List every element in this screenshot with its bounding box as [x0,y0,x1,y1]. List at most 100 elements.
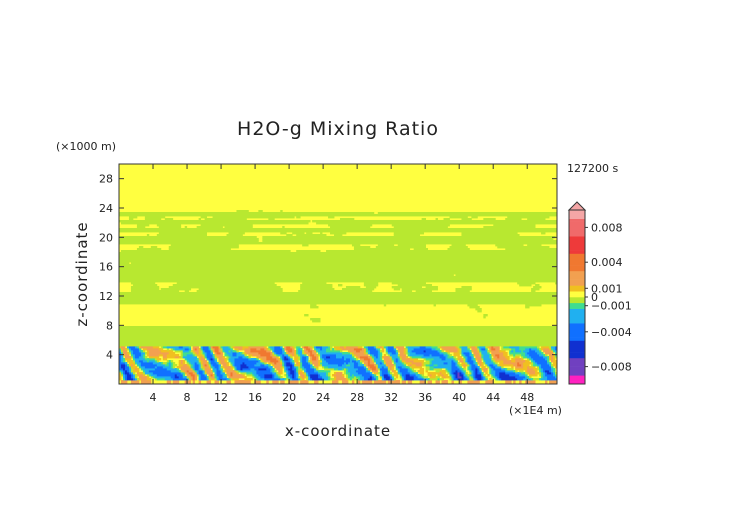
field-cell [363,366,367,369]
field-cell [222,364,227,367]
field-cell [220,366,223,369]
field-cell [517,362,520,365]
colorbar-segment [569,268,585,272]
field-cell [405,378,415,381]
field-cell [218,358,225,361]
field-cell [332,380,339,383]
field-cell [184,348,190,351]
field-cell [202,368,206,371]
x-tick-label: 44 [486,391,500,404]
field-cell [541,348,544,351]
field-cell [258,352,271,355]
field-cell [236,350,239,353]
field-cell [202,356,206,359]
field-cell [449,378,452,381]
field-cell [377,348,381,351]
field-cell [172,366,176,369]
field-cell [423,362,430,365]
field-cell [399,358,403,361]
field-cell [282,366,285,369]
field-cell [363,352,367,355]
field-cell [359,362,363,365]
field-cell [124,370,128,373]
field-cell [377,366,383,369]
field-cell [128,370,132,373]
field-cell [391,360,395,363]
field-cell [395,358,399,361]
field-cell [266,380,269,383]
field-cell [389,354,399,357]
field-cell [286,352,289,355]
field-cell [336,356,343,359]
field-cell [443,218,450,221]
field-cell [136,374,140,377]
y-unit-label: (×1000 m) [56,140,116,153]
field-cell [365,368,369,371]
field-cell [188,348,192,351]
field-cell [515,348,520,351]
field-cell [395,346,405,349]
field-cell [224,350,229,353]
field-cell [288,382,299,384]
field-cell [549,380,557,383]
field-cell [119,230,557,233]
field-cell [282,226,285,229]
field-cell [541,374,544,377]
field-cell [503,360,512,363]
field-cell [288,350,293,353]
field-cell [485,362,494,365]
field-cell [401,362,405,365]
field-cell [451,366,458,369]
field-cell [178,360,182,363]
field-cell [397,358,401,361]
field-cell [359,356,369,359]
field-cell [216,376,219,379]
field-cell [160,288,192,291]
field-cell [411,366,423,369]
field-cell [389,356,393,359]
x-unit-label: (×1E4 m) [509,404,562,417]
field-cell [192,354,196,357]
field-cell [290,354,293,357]
field-cell [473,372,476,375]
field-cell [132,352,142,355]
field-cell [491,374,494,377]
colorbar-segment [569,239,585,243]
field-cell [280,358,283,361]
field-cell [501,368,506,371]
field-cell [553,372,556,375]
field-cell [345,346,359,349]
field-cell [200,224,253,227]
field-cell [268,364,271,367]
field-cell [477,366,480,369]
field-cell [272,382,279,384]
field-cell [449,376,452,379]
field-cell [256,356,259,359]
field-cell [551,372,554,375]
field-cell [306,376,309,379]
field-cell [300,378,303,381]
field-cell [296,354,299,357]
field-cell [192,376,196,379]
field-cell [246,364,255,367]
colorbar-segment [569,337,585,341]
field-cell [353,364,359,367]
field-cell [389,374,393,377]
field-cell [473,352,480,355]
field-cell [224,374,227,377]
field-cell [537,346,540,349]
colorbar-segment [569,285,585,289]
field-cell [477,362,480,365]
field-cell [196,370,200,373]
field-cell [156,364,166,367]
field-cell [200,350,204,353]
field-cell [465,362,468,365]
field-cell [122,374,126,377]
field-cell [547,356,550,359]
field-cell [224,226,253,229]
field-cell [405,374,411,377]
field-cell [268,348,271,351]
field-cell [475,370,478,373]
field-cell [296,370,299,373]
field-cell [306,372,309,375]
